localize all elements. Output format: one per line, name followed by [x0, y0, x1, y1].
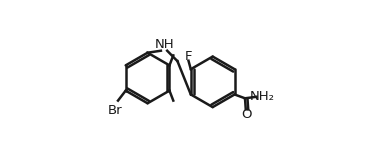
Text: F: F: [185, 50, 192, 63]
Text: Br: Br: [107, 104, 122, 117]
Text: NH: NH: [154, 38, 174, 51]
Text: NH₂: NH₂: [250, 90, 275, 102]
Text: O: O: [242, 108, 252, 121]
